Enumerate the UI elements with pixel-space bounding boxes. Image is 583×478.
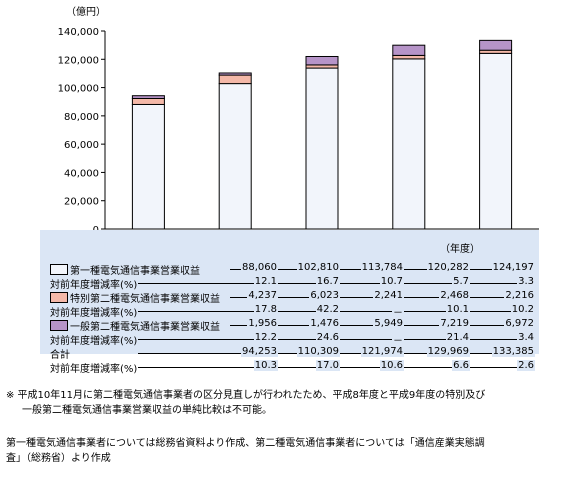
table-cell: 24.6 — [315, 332, 340, 343]
y-tick-label: 40,000 — [64, 168, 99, 179]
source-line-1: 第一種電気通信事業者については総務省資料より作成、第二種電気通信事業者については… — [6, 438, 485, 449]
table-row-label: 一般第二種電気通信事業営業収益 — [70, 322, 220, 333]
bar-segment-1 — [305, 67, 339, 230]
table-row: 合計 94,253 110,309 121,974 129,969 133,385 — [40, 346, 539, 361]
table-row: 一般第二種電気通信事業営業収益 1,956 1,476 5,949 7,219 6,972 — [40, 318, 539, 333]
table-cell: 6,023 — [309, 290, 340, 301]
note-line-1: ※ 平成10年11月に第二種電気通信事業者の区分見直しが行われたため、平成8年度… — [6, 390, 486, 401]
table-cell: 6,972 — [504, 318, 535, 329]
bar-segment-3 — [392, 44, 426, 56]
table-cell: 113,784 — [360, 262, 404, 273]
table-row-label: 対前年度増減率(%) — [50, 364, 138, 375]
table-cell: 88,060 — [241, 262, 278, 273]
table-cell: 2,216 — [504, 290, 535, 301]
table-cell: 129,969 — [426, 346, 470, 357]
bar-segment-3 — [305, 55, 339, 66]
y-tick-label: 0 — [93, 225, 99, 232]
table-cell: 12.2 — [253, 332, 278, 343]
table-cell: 124,197 — [491, 262, 535, 273]
bar-segment-1 — [131, 103, 165, 230]
table-row: 対前年度増減率(%) 17.8 42.2 － 10.1 10.2 — [40, 304, 539, 319]
table-row-label: 特別第二種電気通信事業営業収益 — [70, 294, 220, 305]
bar-segment-2 — [218, 74, 252, 85]
table-row: 対前年度増減率(%) 10.3 17.0 10.6 6.6 2.6 — [40, 360, 539, 375]
table-cell: 5,949 — [373, 318, 404, 329]
y-tick-label: 140,000 — [58, 27, 99, 38]
table-cell: 42.2 — [315, 304, 340, 315]
table-cell: 2.6 — [517, 360, 535, 371]
table-cell: － — [392, 332, 404, 347]
table-cell: 2,241 — [373, 290, 404, 301]
chart-bars — [131, 39, 513, 230]
bar-segment-1 — [392, 58, 426, 230]
table-cell: 21.4 — [445, 332, 470, 343]
bar-segment-3 — [218, 72, 252, 76]
y-axis-unit-label: （億円） — [66, 5, 106, 18]
source-line-2: 査」（総務省）より作成 — [6, 453, 111, 464]
bar-segment-1 — [479, 52, 513, 230]
table-cell: 120,282 — [426, 262, 470, 273]
bar-segment-2 — [131, 97, 165, 105]
y-tick-label: 100,000 — [58, 84, 99, 95]
table-cell: 7,219 — [439, 318, 470, 329]
table-cell: 3.3 — [517, 276, 535, 287]
note-line-2: 一般第二種電気通信事業営業収益の単純比較は不可能。 — [22, 405, 272, 416]
legend-swatch — [50, 320, 68, 331]
table-cell: 10.6 — [379, 360, 404, 371]
table-row: 特別第二種電気通信事業営業収益 4,237 6,023 2,241 2,468 2,216 — [40, 290, 539, 305]
fiscal-year-label: （年度） — [440, 244, 480, 255]
table-cell: 94,253 — [241, 346, 278, 357]
bar-segment-2 — [392, 54, 426, 60]
table-cell: 2,468 — [439, 290, 470, 301]
table-cell: 17.0 — [315, 360, 340, 371]
table-cell: 6.6 — [452, 360, 470, 371]
y-tick-label: 80,000 — [64, 112, 99, 123]
table-cell: 10.2 — [510, 304, 535, 315]
y-tick-label: 20,000 — [64, 197, 99, 208]
legend-swatch — [50, 264, 68, 275]
table-cell: 102,810 — [296, 262, 340, 273]
table-row-label: 第一種電気通信事業営業収益 — [70, 266, 200, 277]
bar-segment-3 — [479, 39, 513, 51]
table-cell: 4,237 — [247, 290, 278, 301]
table-cell: 1,476 — [309, 318, 340, 329]
table-row: 第一種電気通信事業営業収益 88,060 102,810 113,784 120,282… — [40, 262, 539, 277]
table-row: 対前年度増減率(%) 12.2 24.6 － 21.4 3.4 — [40, 332, 539, 347]
table-cell: 16.7 — [315, 276, 340, 287]
table-row-label: 合計 — [50, 350, 70, 361]
bar-segment-1 — [218, 83, 252, 230]
table-cell: 121,974 — [360, 346, 404, 357]
legend-swatch — [50, 292, 68, 303]
chart-axes: 0 20,000 40,000 60,000 80,000 100,000 120,000 1… — [58, 27, 539, 232]
table-cell: 10.3 — [253, 360, 278, 371]
y-tick-label: 120,000 — [58, 55, 99, 66]
table-cell: 10.1 — [445, 304, 470, 315]
table-cell: － — [392, 304, 404, 319]
table-row-label: 対前年度増減率(%) — [50, 336, 138, 347]
table-cell: 12.1 — [253, 276, 278, 287]
table-cell: 3.4 — [517, 332, 535, 343]
table-cell: 17.8 — [253, 304, 278, 315]
bar-segment-3 — [131, 95, 165, 99]
data-table: （年度） 第一種電気通信事業営業収益 88,060 102,810 113,784 12… — [40, 230, 539, 375]
table-cell: 110,309 — [296, 346, 340, 357]
y-tick-label: 60,000 — [64, 140, 99, 151]
table-cell: 5.7 — [452, 276, 470, 287]
table-row-label: 対前年度増減率(%) — [50, 280, 138, 291]
table-cell: 133,385 — [491, 346, 535, 357]
table-row-label: 対前年度増減率(%) — [50, 308, 138, 319]
table-row: 対前年度増減率(%) 12.1 16.7 10.7 5.7 3.3 — [40, 276, 539, 291]
bar-chart: 0 20,000 40,000 60,000 80,000 100,000 120,000 1… — [58, 5, 539, 232]
table-cell: 10.7 — [379, 276, 404, 287]
table-cell: 1,956 — [247, 318, 278, 329]
